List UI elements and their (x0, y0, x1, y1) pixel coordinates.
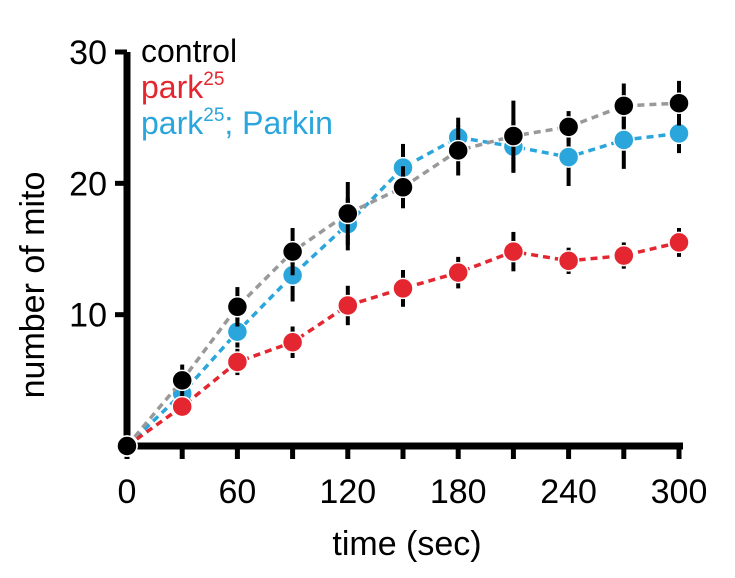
data-point (557, 250, 580, 272)
series-line (125, 101, 680, 448)
x-tick-label: 300 (651, 473, 708, 511)
data-point (226, 351, 249, 373)
data-point (171, 395, 193, 418)
y-tick-label: 10 (69, 297, 107, 335)
data-point (668, 92, 690, 114)
data-point (447, 139, 469, 162)
data-point (557, 116, 580, 138)
data-point (337, 294, 359, 317)
data-point (281, 240, 304, 263)
y-tick-label: 30 (69, 34, 107, 72)
legend-entry: control (141, 33, 237, 69)
data-point (447, 261, 469, 284)
data-point (281, 331, 304, 353)
series-2 (116, 80, 690, 457)
data-point (613, 129, 635, 151)
data-point (613, 95, 635, 117)
data-point (392, 277, 414, 300)
x-tick-label: 240 (540, 473, 597, 511)
x-tick-label: 60 (218, 473, 256, 511)
data-point (171, 369, 193, 392)
x-axis-title: time (sec) (332, 525, 481, 563)
data-point (502, 125, 525, 147)
data-point (392, 176, 414, 199)
x-tick-label: 120 (319, 473, 376, 511)
legend-entry: park25 (141, 69, 224, 105)
data-point (226, 296, 249, 318)
x-tick-label: 0 (118, 473, 137, 511)
legend-entry: park25; Parkin (141, 105, 333, 141)
data-point (116, 435, 138, 457)
data-point (557, 146, 580, 168)
x-tick-label: 180 (430, 473, 487, 511)
data-point (502, 240, 525, 263)
y-axis-title: number of mito (14, 172, 52, 399)
data-point (668, 122, 690, 145)
y-tick-label: 20 (69, 165, 107, 203)
data-point (668, 231, 690, 254)
data-point (613, 244, 635, 267)
data-point (337, 202, 359, 225)
series-1 (116, 227, 690, 457)
series-layer (116, 80, 690, 457)
